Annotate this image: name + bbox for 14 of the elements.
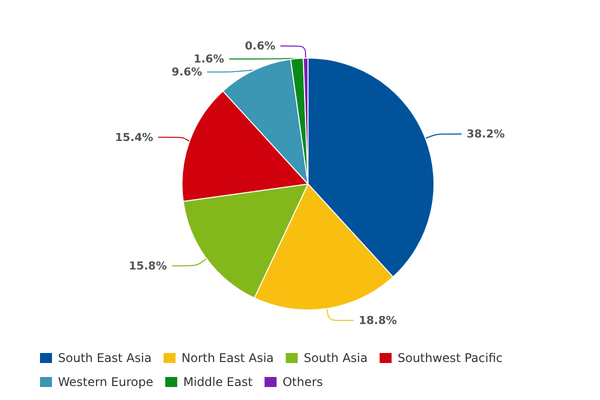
data-label: 0.6% — [244, 40, 276, 53]
data-label: 9.6% — [172, 66, 202, 79]
legend-label: Western Europe — [58, 375, 154, 389]
legend-label: South East Asia — [58, 351, 152, 365]
data-label: 15.4% — [114, 130, 154, 144]
legend-label: Middle East — [183, 375, 253, 389]
legend-label: South Asia — [304, 351, 368, 365]
data-label: 15.8% — [128, 259, 167, 272]
data-label: 38.2% — [466, 128, 505, 141]
legend-label: North East Asia — [182, 351, 274, 365]
data-label: 18.8% — [358, 314, 397, 327]
data-label: 1.6% — [194, 52, 224, 66]
legend-label: Southwest Pacific — [398, 351, 503, 365]
legend-label: Others — [282, 375, 323, 389]
